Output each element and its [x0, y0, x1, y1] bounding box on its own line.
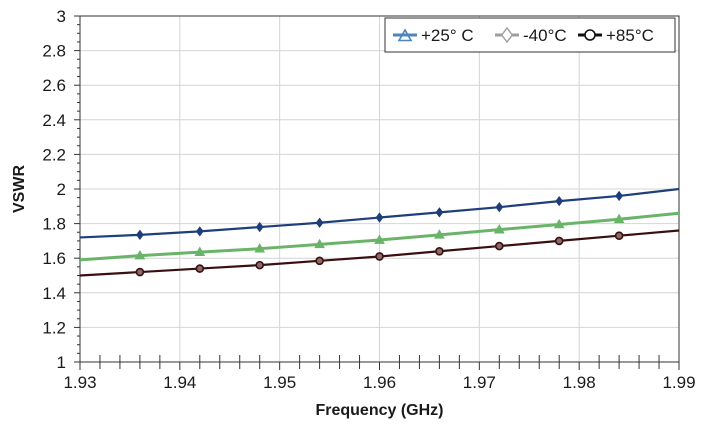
y-tick-label: 2	[57, 180, 66, 199]
y-tick-label: 1.2	[42, 318, 66, 337]
legend-label: +25° C	[421, 26, 474, 45]
legend-marker-diamond	[500, 26, 514, 44]
data-point	[555, 195, 564, 207]
series-2	[79, 187, 680, 241]
data-point	[434, 229, 445, 239]
data-point	[374, 234, 385, 244]
series-1	[79, 211, 680, 262]
x-axis-title: Frequency (GHz)	[315, 402, 443, 419]
data-point	[136, 229, 144, 241]
x-tick-label: 1.95	[263, 373, 296, 392]
legend-label: +85°C	[606, 26, 654, 45]
grid-layer	[79, 15, 680, 363]
y-tick-label: 1	[57, 353, 66, 372]
data-point	[554, 236, 564, 246]
legend-marker-triangle	[397, 28, 413, 42]
data-point	[255, 221, 264, 233]
y-tick-label: 3	[57, 7, 66, 26]
x-tick-label: 1.94	[163, 373, 196, 392]
legend-box	[384, 17, 676, 53]
data-point	[195, 226, 204, 237]
data-point	[135, 267, 145, 277]
data-point	[495, 201, 504, 213]
data-point	[315, 256, 324, 266]
data-point	[375, 252, 384, 261]
axis-layer: 1 1.2 1.4 1.6 1.8 2 2.2 2.4 2.6 2.8 3 1.93 1.94 1.95 1…	[42, 7, 695, 392]
data-point	[315, 217, 324, 228]
data-point	[195, 264, 205, 273]
y-tick-label: 2.2	[42, 145, 66, 164]
data-point	[613, 213, 625, 224]
y-axis-title: VSWR	[11, 165, 28, 213]
legend-marker-circle	[584, 29, 596, 41]
y-tick-label: 1.6	[42, 249, 66, 268]
data-point	[494, 241, 504, 251]
data-point	[493, 224, 505, 234]
x-tick-label: 1.98	[563, 373, 596, 392]
data-point	[375, 212, 384, 223]
series-3	[79, 229, 680, 277]
legend: +25° C -40°C +85°C	[384, 17, 676, 53]
data-point	[255, 260, 265, 270]
data-point	[134, 249, 146, 260]
data-point	[614, 231, 624, 241]
data-point	[194, 246, 206, 256]
y-tick-label: 1.4	[42, 284, 66, 303]
series-layer	[79, 187, 680, 277]
data-point	[553, 218, 565, 229]
data-point	[615, 190, 623, 202]
data-point	[254, 243, 266, 253]
y-tick-label: 1.8	[42, 215, 66, 234]
legend-item: +85°C	[578, 26, 654, 45]
y-tick-label: 2.8	[42, 42, 66, 61]
legend-item: -40°C	[495, 26, 567, 45]
y-tick-label: 2.6	[42, 76, 66, 95]
data-point	[314, 238, 325, 249]
x-tick-label: 1.99	[662, 373, 695, 392]
y-tick-label: 2.4	[42, 111, 66, 130]
data-point	[435, 246, 444, 256]
legend-item: +25° C	[393, 26, 474, 45]
x-tick-label: 1.97	[463, 373, 496, 392]
x-tick-label: 1.96	[363, 373, 396, 392]
legend-label: -40°C	[523, 26, 567, 45]
data-point	[435, 207, 444, 218]
x-tick-label: 1.93	[63, 373, 96, 392]
